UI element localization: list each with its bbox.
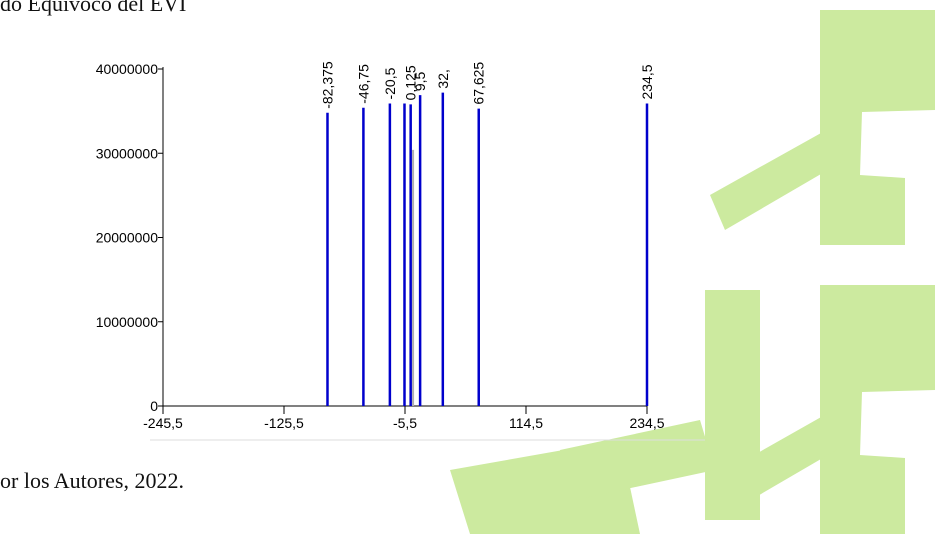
y-tick-label: 40000000 [96, 61, 159, 77]
bar-value-label: 67,625 [471, 62, 487, 105]
y-tick-label: 30000000 [96, 145, 159, 161]
figure-caption-top: do Equívoco del EVI [0, 0, 187, 16]
watermark-shape [820, 10, 935, 245]
bar-value-label: 32, [435, 69, 451, 88]
watermark-shape [710, 128, 845, 230]
watermark-shape [820, 285, 935, 534]
figure-source-caption: or los Autores, 2022. [0, 468, 184, 493]
y-tick-label: 10000000 [96, 314, 159, 330]
watermark-shape [705, 290, 760, 520]
bar-value-label: 234,5 [639, 64, 655, 99]
y-tick-label: 20000000 [96, 230, 159, 246]
x-tick-label: 114,5 [509, 415, 543, 431]
x-tick-label: -245,5 [143, 415, 183, 431]
x-tick-label: -125,5 [264, 415, 304, 431]
bar-value-label: -20,5 [382, 67, 398, 99]
x-tick-label: -5,5 [393, 415, 417, 431]
bar-value-label: 0,125 [403, 65, 419, 100]
bar-value-label: -82,375 [319, 61, 335, 109]
bar-value-label: -46,75 [355, 64, 371, 104]
y-tick-label: 0 [150, 398, 158, 414]
bar-value-label: 9,5 [412, 71, 428, 91]
x-tick-label: 234,5 [629, 415, 664, 431]
